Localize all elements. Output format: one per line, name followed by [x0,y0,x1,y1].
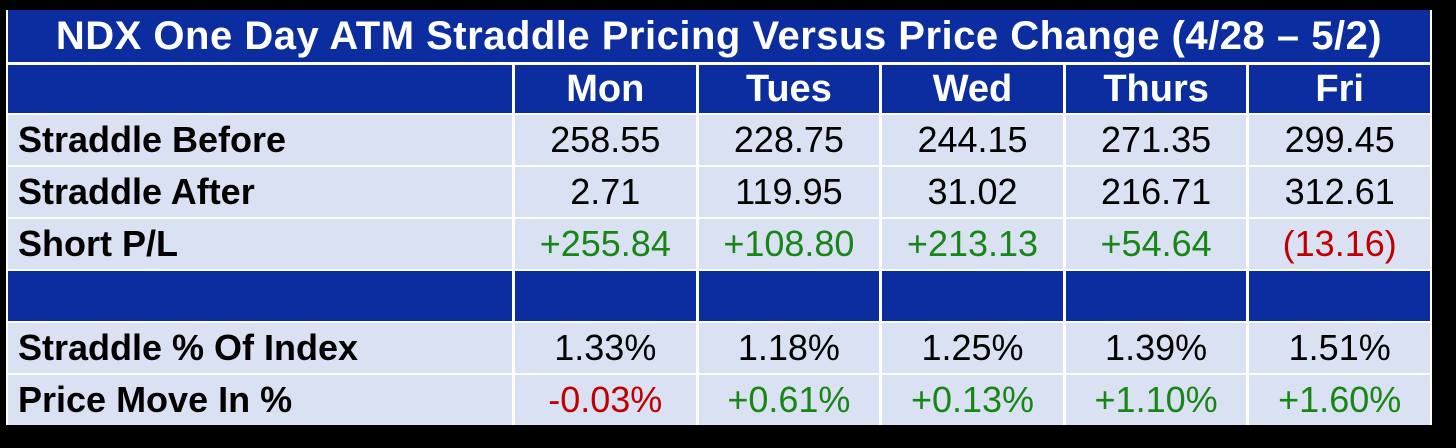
spacer-cell [8,271,512,321]
column-header-thurs: Thurs [1065,65,1247,113]
row-label: Straddle After [8,167,512,217]
value-cell: +0.61% [698,375,880,425]
value-cell: 271.35 [1065,115,1247,165]
value-cell: 1.33% [515,323,696,373]
value-cell: +108.80 [698,219,880,269]
value-cell: +255.84 [515,219,696,269]
value-cell: 1.25% [882,323,1063,373]
column-header-tues: Tues [698,65,880,113]
spacer-cell [698,271,880,321]
value-cell: 228.75 [698,115,880,165]
spacer-cell [882,271,1063,321]
value-cell: +213.13 [882,219,1063,269]
row-label: Straddle Before [8,115,512,165]
straddle-table: Mon Tues Wed Thurs Fri Straddle Before 258.55 2… [8,65,1430,425]
column-header-fri: Fri [1249,65,1430,113]
value-cell: 119.95 [698,167,880,217]
row-label: Price Move In % [8,375,512,425]
value-cell: 312.61 [1249,167,1430,217]
row-label: Straddle % Of Index [8,323,512,373]
column-header-wed: Wed [882,65,1063,113]
value-cell: 1.39% [1065,323,1247,373]
value-cell: 2.71 [515,167,696,217]
value-cell: -0.03% [515,375,696,425]
straddle-pricing-table-sheet: NDX One Day ATM Straddle Pricing Versus … [6,10,1432,425]
value-cell: 31.02 [882,167,1063,217]
spacer-cell [515,271,696,321]
header-corner-cell [8,65,512,113]
spacer-cell [1249,271,1430,321]
table-title: NDX One Day ATM Straddle Pricing Versus … [8,10,1430,62]
value-cell: +1.60% [1249,375,1430,425]
value-cell: 1.18% [698,323,880,373]
value-cell: 216.71 [1065,167,1247,217]
value-cell: 244.15 [882,115,1063,165]
value-cell: +0.13% [882,375,1063,425]
column-header-mon: Mon [515,65,696,113]
value-cell: 258.55 [515,115,696,165]
value-cell: 1.51% [1249,323,1430,373]
value-cell: +54.64 [1065,219,1247,269]
value-cell: +1.10% [1065,375,1247,425]
spacer-cell [1065,271,1247,321]
value-cell: (13.16) [1249,219,1430,269]
row-label: Short P/L [8,219,512,269]
value-cell: 299.45 [1249,115,1430,165]
